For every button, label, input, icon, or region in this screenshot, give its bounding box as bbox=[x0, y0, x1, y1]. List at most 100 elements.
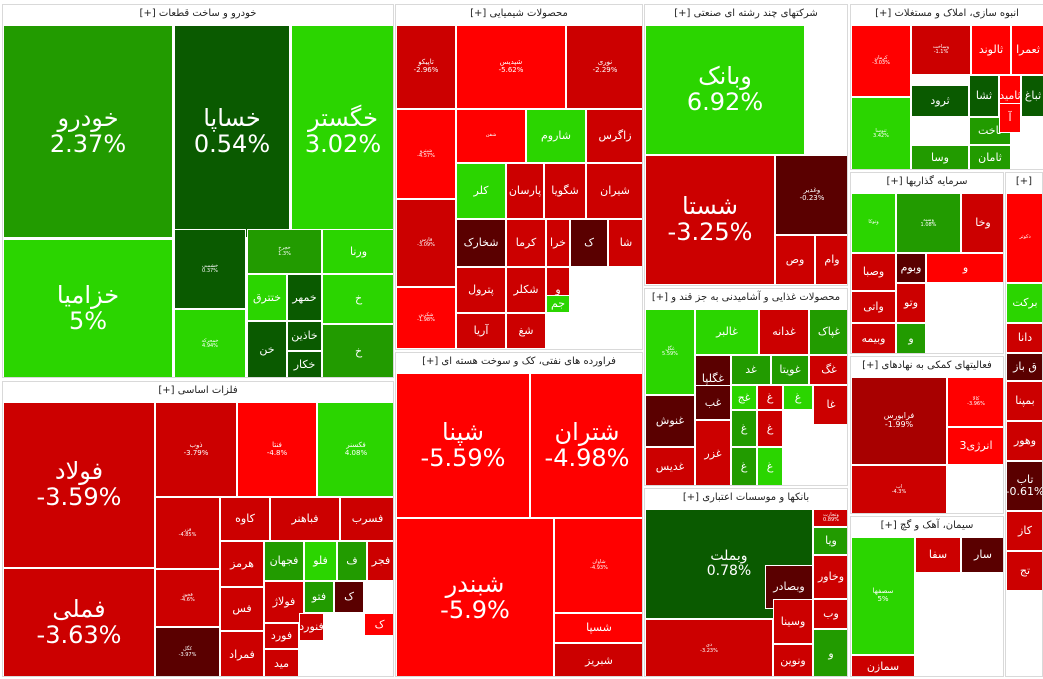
stock-tile[interactable]: زاگرس bbox=[586, 109, 642, 163]
stock-tile[interactable]: وسینا bbox=[773, 599, 813, 644]
stock-tile[interactable]: هرمز bbox=[220, 541, 264, 587]
stock-tile[interactable]: فجر bbox=[367, 541, 393, 581]
stock-tile[interactable]: وتجارت 0.89% bbox=[813, 509, 847, 527]
stock-tile[interactable]: خزامیا 5% bbox=[3, 239, 173, 377]
stock-tile[interactable]: کاز bbox=[1006, 511, 1042, 551]
stock-tile[interactable]: خگستر 3.02% bbox=[291, 25, 393, 238]
stock-tile[interactable]: وام bbox=[815, 235, 847, 285]
stock-tile[interactable]: کرمان -3.03% bbox=[851, 25, 911, 97]
sector-title[interactable]: [+] bbox=[1006, 173, 1042, 191]
stock-tile[interactable]: شبندر -5.9% bbox=[396, 518, 554, 676]
stock-tile[interactable]: خ bbox=[322, 324, 393, 377]
stock-tile[interactable]: شسپا bbox=[554, 613, 642, 643]
stock-tile[interactable]: فرابورس -1.99% bbox=[851, 377, 947, 465]
stock-tile[interactable]: جم bbox=[546, 295, 570, 313]
stock-tile[interactable]: غالبر bbox=[695, 309, 759, 355]
sector-title[interactable]: سیمان، آهک و گچ [+] bbox=[851, 517, 1003, 535]
stock-tile[interactable]: ثعمرا bbox=[1011, 25, 1043, 75]
stock-tile[interactable]: واتی bbox=[851, 291, 896, 323]
stock-tile[interactable]: شستا -3.25% bbox=[645, 155, 775, 285]
stock-tile[interactable]: تاب -0.61% bbox=[1006, 461, 1042, 511]
stock-tile[interactable]: وخاور bbox=[813, 555, 847, 599]
stock-tile[interactable]: کالا -3.96% bbox=[947, 377, 1003, 427]
stock-tile[interactable]: و bbox=[926, 253, 1003, 283]
stock-tile[interactable]: آریا bbox=[456, 313, 506, 349]
stock-tile[interactable]: شخارک bbox=[456, 219, 506, 267]
stock-tile[interactable]: ثشا bbox=[969, 75, 999, 117]
stock-tile[interactable]: و bbox=[813, 629, 847, 676]
stock-tile[interactable]: ثالوند bbox=[971, 25, 1011, 75]
stock-tile[interactable]: وص bbox=[775, 235, 815, 285]
stock-tile[interactable]: شا bbox=[608, 219, 642, 267]
stock-tile[interactable]: فنتا -4.8% bbox=[237, 402, 317, 497]
stock-tile[interactable]: غ bbox=[731, 410, 757, 447]
stock-tile[interactable]: غویتا bbox=[771, 355, 809, 385]
stock-tile[interactable]: شپدیس -5.62% bbox=[456, 25, 566, 109]
stock-tile[interactable]: ک bbox=[334, 581, 364, 613]
stock-tile[interactable]: تج bbox=[1006, 551, 1042, 591]
stock-tile[interactable]: غنوش bbox=[645, 395, 695, 447]
sector-title[interactable]: سرمایه گذاریها [+] bbox=[851, 173, 1003, 191]
stock-tile[interactable]: غدیس bbox=[645, 447, 695, 485]
stock-tile[interactable]: وهور bbox=[1006, 421, 1042, 461]
stock-tile[interactable]: شپترو -4.57% bbox=[396, 109, 456, 199]
stock-tile[interactable]: نوری -2.29% bbox=[566, 25, 642, 109]
stock-tile[interactable]: وب bbox=[813, 599, 847, 629]
stock-tile[interactable]: کرما bbox=[506, 219, 546, 267]
stock-tile[interactable]: خشمبی 0.37% bbox=[174, 229, 246, 309]
stock-tile[interactable]: پترول bbox=[456, 267, 506, 313]
stock-tile[interactable]: کاوه bbox=[220, 497, 270, 541]
stock-tile[interactable]: ک bbox=[570, 219, 608, 267]
stock-tile[interactable]: وصبا bbox=[851, 253, 896, 291]
stock-tile[interactable]: غپاک bbox=[809, 309, 847, 355]
sector-title[interactable]: محصولات شیمیایی [+] bbox=[396, 5, 642, 23]
stock-tile[interactable]: سار bbox=[961, 537, 1003, 573]
stock-tile[interactable]: فملی -3.63% bbox=[3, 568, 155, 676]
stock-tile[interactable]: غگل 5.59% bbox=[645, 309, 695, 395]
stock-tile[interactable]: فلو bbox=[304, 541, 337, 581]
stock-tile[interactable]: سمازن bbox=[851, 655, 915, 676]
stock-tile[interactable]: وغدیر -0.23% bbox=[775, 155, 847, 235]
stock-tile[interactable]: غ bbox=[757, 447, 783, 485]
stock-tile[interactable]: دکوثر bbox=[1006, 193, 1042, 283]
stock-tile[interactable]: شاوان -4.93% bbox=[554, 518, 642, 613]
stock-tile[interactable]: خساپا 0.54% bbox=[174, 25, 290, 238]
stock-tile[interactable]: فورد bbox=[264, 623, 299, 649]
stock-tile[interactable]: دانا bbox=[1006, 323, 1042, 353]
stock-tile[interactable]: شغ bbox=[506, 313, 546, 349]
stock-tile[interactable]: کگل -3.97% bbox=[155, 627, 220, 676]
sector-title[interactable]: فلزات اساسی [+] bbox=[3, 382, 393, 400]
stock-tile[interactable]: غد bbox=[731, 355, 771, 385]
stock-tile[interactable]: خاذین bbox=[287, 321, 322, 351]
stock-tile[interactable]: فتو bbox=[304, 581, 334, 613]
stock-tile[interactable]: برکت bbox=[1006, 283, 1042, 323]
stock-tile[interactable]: غ bbox=[783, 385, 813, 410]
stock-tile[interactable]: ف bbox=[337, 541, 367, 581]
stock-tile[interactable]: شکلر bbox=[506, 267, 546, 313]
sector-title[interactable]: فراورده های نفتی، کک و سوخت هسته ای [+] bbox=[396, 353, 642, 371]
stock-tile[interactable]: وسپه 1.08% bbox=[896, 193, 961, 253]
stock-tile[interactable]: وتوکا bbox=[851, 193, 896, 253]
stock-tile[interactable]: آ bbox=[999, 103, 1021, 133]
stock-tile[interactable]: خمحرکه 4.94% bbox=[174, 309, 246, 377]
stock-tile[interactable]: فجهان bbox=[264, 541, 304, 581]
stock-tile[interactable]: ق باز bbox=[1006, 353, 1042, 381]
stock-tile[interactable]: وخا bbox=[961, 193, 1003, 253]
stock-tile[interactable]: وبانک 6.92% bbox=[645, 25, 805, 155]
stock-tile[interactable]: شتران -4.98% bbox=[530, 373, 642, 518]
stock-tile[interactable]: غ bbox=[757, 385, 783, 410]
stock-tile[interactable]: غدانه bbox=[759, 309, 809, 355]
stock-tile[interactable]: خرا bbox=[546, 219, 570, 267]
stock-tile[interactable]: وسا bbox=[911, 145, 969, 169]
stock-tile[interactable]: کلر bbox=[456, 163, 506, 219]
stock-tile[interactable]: پارسان bbox=[506, 163, 544, 219]
stock-tile[interactable]: ثنوسا 3.42% bbox=[851, 97, 911, 169]
stock-tile[interactable]: ذوب -3.79% bbox=[155, 402, 237, 497]
stock-tile[interactable]: خن bbox=[247, 321, 287, 377]
stock-tile[interactable]: غگ bbox=[809, 355, 847, 385]
stock-tile[interactable]: خ bbox=[322, 274, 393, 324]
sector-title[interactable]: خودرو و ساخت قطعات [+] bbox=[3, 5, 393, 23]
stock-tile[interactable]: خودرو 2.37% bbox=[3, 25, 173, 238]
stock-tile[interactable]: سصفها 5% bbox=[851, 537, 915, 655]
stock-tile[interactable]: غ bbox=[731, 447, 757, 485]
